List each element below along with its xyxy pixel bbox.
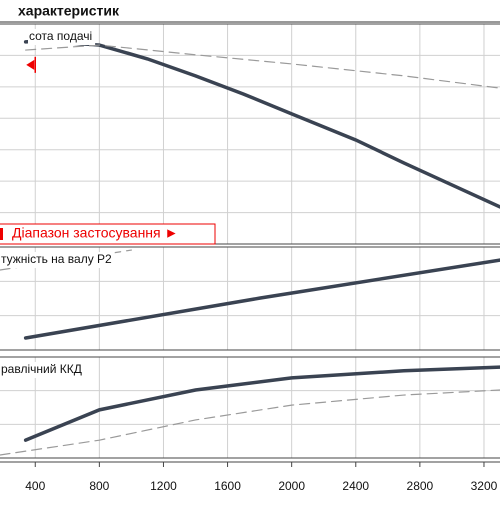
x-tick-label: 2400	[342, 479, 369, 493]
label-bg	[28, 29, 96, 45]
label-bg	[0, 252, 115, 268]
x-tick-label: 1200	[150, 479, 177, 493]
x-tick-label: 800	[89, 479, 109, 493]
x-tick-label: 2800	[407, 479, 434, 493]
line-series	[23, 258, 500, 340]
range-label: Діапазон застосування ►	[12, 225, 178, 241]
x-tick-label: 3200	[471, 479, 498, 493]
label-bg	[0, 362, 85, 378]
panel-title: сота подачі	[29, 29, 92, 43]
line-series	[23, 365, 500, 442]
x-tick-label: 1600	[214, 479, 241, 493]
range-arrow	[26, 59, 35, 70]
x-tick-label: 2000	[278, 479, 305, 493]
line-series	[25, 44, 500, 89]
range-bar	[0, 228, 3, 240]
range-box	[0, 223, 216, 245]
panel-title: равлічний ККД	[1, 362, 82, 376]
page-title: характеристик	[18, 3, 120, 19]
line-series	[23, 39, 500, 209]
line-series	[0, 389, 500, 456]
panel-title: тужність на валу P2	[1, 252, 112, 266]
x-tick-label: 400	[25, 479, 45, 493]
